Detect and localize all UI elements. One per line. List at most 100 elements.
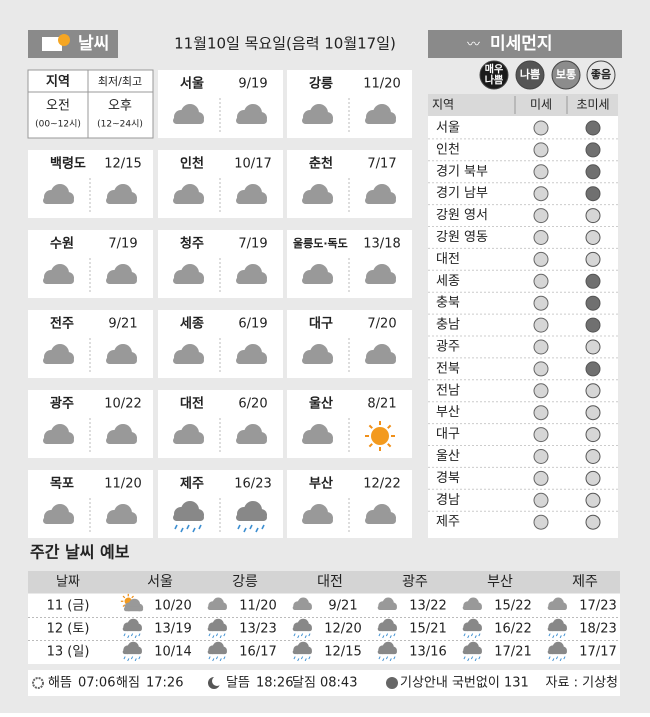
city-name: 백령도	[50, 157, 86, 172]
cloud-part	[292, 605, 312, 610]
weekly-city: 대전	[317, 574, 343, 590]
rain-drop	[219, 635, 222, 639]
weather-icon-cloud	[43, 184, 74, 204]
rain-drop	[478, 656, 481, 660]
rain-drop	[138, 656, 141, 660]
dust-pm25	[585, 383, 601, 399]
sunset-label: 해짐	[116, 676, 140, 691]
weekly-temp: 12/20	[324, 622, 361, 637]
weekly-temp: 16/17	[239, 645, 276, 660]
rain-drop	[134, 658, 137, 662]
cloud-part	[207, 605, 227, 610]
weather-icon-rain	[377, 618, 397, 639]
dust-pm10	[533, 405, 549, 421]
city-name: 세종	[180, 317, 204, 332]
dust-pm25	[585, 120, 601, 136]
dust-region: 경남	[436, 493, 460, 508]
rain-drop	[130, 656, 134, 660]
rain-drop	[223, 656, 226, 660]
rain-drop	[130, 633, 134, 637]
city-temp: 7/19	[108, 237, 137, 252]
rain-drop	[555, 656, 559, 660]
cloud-part	[207, 626, 227, 632]
source: 자료 : 기상청	[546, 676, 618, 691]
cloud-part	[43, 517, 74, 524]
rain-drop	[249, 524, 253, 530]
city-name: 인천	[180, 156, 204, 172]
weather-icon-cloud	[236, 424, 267, 444]
city-temp: 9/21	[108, 317, 137, 332]
weekly-header	[28, 571, 620, 593]
cloud-part	[173, 437, 204, 444]
rain-drop	[219, 658, 222, 662]
dust-legend-label: 매우	[485, 63, 503, 76]
dust-title: 미세먼지	[490, 34, 553, 54]
dust-region: 전북	[436, 361, 460, 376]
weekly-temp: 13/19	[154, 622, 191, 637]
moonrise: 18:26	[256, 676, 293, 691]
rain-drop	[548, 656, 551, 660]
rain-drop	[555, 633, 559, 637]
cloud-part	[173, 197, 204, 204]
weather-icon-cloud	[173, 104, 204, 124]
weather-icon-cloud	[462, 597, 482, 610]
dust-legend-label: 나쁨	[485, 74, 503, 87]
dust-pm25	[585, 317, 601, 333]
sun-ray	[387, 424, 392, 429]
weather-icon-suncloud	[120, 593, 144, 612]
rain-drop	[389, 658, 392, 662]
dust-pm25	[585, 492, 601, 508]
cloud-part	[462, 605, 482, 610]
city-name: 춘천	[309, 157, 333, 172]
dust-region: 광주	[436, 340, 460, 355]
weekly-temp: 17/21	[494, 645, 531, 660]
weekly-temp: 13/22	[409, 599, 446, 614]
legend-pm: 오후	[108, 99, 132, 114]
weekly-temp: 11/20	[239, 599, 276, 614]
weekly-temp: 17/17	[579, 645, 616, 660]
footer	[28, 670, 620, 696]
city-temp: 6/19	[238, 317, 267, 332]
rain-drop	[237, 524, 241, 530]
weather-icon-rain	[292, 618, 312, 639]
rain-drop	[467, 635, 470, 639]
rain-drop	[478, 633, 481, 637]
city-name: 서울	[180, 76, 204, 92]
dust-pm25	[585, 339, 601, 355]
city-temp: 12/22	[363, 477, 400, 492]
dust-pm25	[585, 142, 601, 158]
weather-icon-cloud	[106, 424, 137, 444]
rain-drop	[470, 633, 474, 637]
weather-icon-cloud	[173, 184, 204, 204]
weather-icon-rain	[207, 618, 227, 639]
rain-drop	[138, 633, 141, 637]
phone-icon	[386, 677, 398, 689]
dust-pm10	[533, 492, 549, 508]
dust-pm10	[533, 273, 549, 289]
dust-pm10	[533, 317, 549, 333]
rain-drop	[212, 635, 215, 639]
weather-icon-cloud	[173, 344, 204, 364]
dust-pm10	[533, 142, 549, 158]
dust-table	[428, 94, 618, 538]
weather-icon-cloud	[365, 344, 396, 364]
weekly-temp: 16/22	[494, 622, 531, 637]
legend-am: 오전	[46, 99, 70, 114]
cloud-part	[236, 277, 267, 284]
cloud-part	[377, 626, 397, 632]
city-name: 대구	[309, 317, 333, 332]
dust-region: 전남	[436, 383, 460, 398]
cloud-part	[292, 626, 312, 632]
weather-icon-cloud	[236, 104, 267, 124]
cloud-part	[106, 517, 137, 524]
weather-icon-cloud	[302, 424, 333, 444]
dust-region: 강원 영동	[436, 230, 488, 245]
legend-temp: 최저/최고	[98, 75, 142, 88]
legend-pm-hours: (12~24시)	[97, 119, 143, 130]
dust-region: 경북	[436, 471, 460, 486]
weekly-temp: 15/22	[494, 599, 531, 614]
city-temp: 7/17	[367, 157, 396, 172]
dust-header	[428, 94, 618, 116]
cloud-part	[236, 357, 267, 364]
rain-drop	[385, 633, 389, 637]
